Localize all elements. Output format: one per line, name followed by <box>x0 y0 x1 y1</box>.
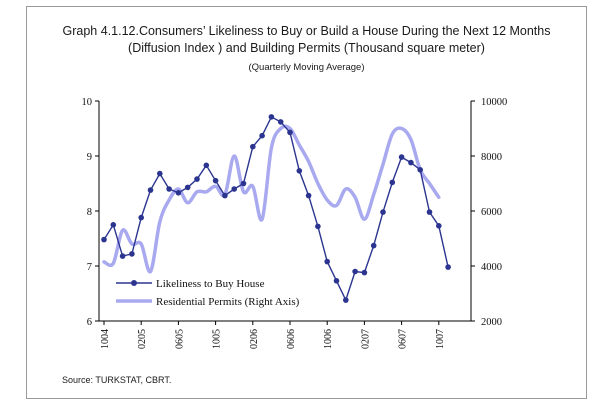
x-tick-label: 0207 <box>360 329 371 349</box>
left-tick-label: 10 <box>82 97 93 108</box>
likeliness-point <box>175 190 182 196</box>
likeliness-point <box>203 162 210 169</box>
likeliness-point <box>333 278 340 284</box>
likeliness-point <box>370 242 377 249</box>
likeliness-point <box>166 186 172 192</box>
right-tick-label: 6000 <box>481 207 502 218</box>
likeliness-point <box>268 114 275 120</box>
legend-label-likeliness: Likeliness to Buy House <box>156 278 265 290</box>
chart-title-line-1: Graph 4.1.12.Consumers’ Likeliness to Bu… <box>62 24 551 38</box>
chart-frame <box>26 6 587 399</box>
likeliness-point <box>436 223 442 229</box>
series-line-residential-permits <box>102 124 441 274</box>
x-tick-label: 1007 <box>435 329 446 349</box>
legend-label-permits: Residential Permits (Right Axis) <box>156 296 300 308</box>
likeliness-point <box>277 119 284 125</box>
permits-layer <box>102 124 441 274</box>
likeliness-point <box>324 258 331 265</box>
likeliness-point <box>231 186 237 192</box>
x-tick-label: 1005 <box>212 329 223 349</box>
likeliness-point <box>408 159 414 166</box>
likeliness-point <box>250 143 256 150</box>
left-tick-label: 8 <box>87 207 92 218</box>
series-line-likeliness <box>103 115 449 302</box>
likeliness-point <box>287 129 293 136</box>
x-tick-label: 0606 <box>286 329 297 349</box>
likeliness-point <box>296 168 303 174</box>
likeliness-point <box>398 154 405 160</box>
axes-group: 6 7 8 9 10 2000 4000 6000 8000 10000 1004 0205 0605 1… <box>82 97 508 349</box>
likeliness-point <box>110 222 117 228</box>
likeliness-point <box>426 209 433 215</box>
likeliness-point <box>184 184 191 191</box>
likeliness-point <box>147 187 154 193</box>
likeliness-point <box>315 223 321 230</box>
likeliness-point <box>445 264 451 270</box>
chart-subtitle: (Quarterly Moving Average) <box>248 62 365 73</box>
right-tick-label: 2000 <box>481 317 502 328</box>
x-tick-label: 0206 <box>249 329 260 349</box>
left-tick-label: 6 <box>87 317 92 328</box>
legend: Likeliness to Buy House Residential Perm… <box>116 278 300 308</box>
likeliness-point <box>361 269 368 276</box>
likeliness-point <box>259 132 265 139</box>
x-tick-label: 0205 <box>137 329 148 349</box>
likeliness-point <box>305 192 312 199</box>
likeliness-point <box>212 177 219 184</box>
legend-marker-likeliness <box>131 280 137 286</box>
left-tick-label: 7 <box>87 262 92 273</box>
likeliness-point <box>101 236 107 243</box>
likeliness-point <box>352 268 358 275</box>
likeliness-point <box>222 192 228 199</box>
likeliness-point <box>417 167 424 173</box>
source-note: Source: TURKSTAT, CBRT. <box>62 375 172 385</box>
likeliness-point <box>380 209 386 215</box>
x-tick-label: 0607 <box>398 329 409 349</box>
x-tick-label: 1006 <box>323 329 334 349</box>
likeliness-point <box>194 176 200 182</box>
right-tick-label: 10000 <box>481 97 507 108</box>
likeliness-point <box>157 170 163 177</box>
x-tick-label: 0605 <box>174 329 185 349</box>
likeliness-point <box>389 179 396 186</box>
likeliness-point <box>240 180 247 187</box>
likeliness-point <box>119 253 126 259</box>
likeliness-layer <box>101 114 451 303</box>
right-tick-label: 4000 <box>481 262 502 273</box>
x-tick-label: 1004 <box>100 329 111 349</box>
right-tick-label: 8000 <box>481 152 502 163</box>
left-tick-label: 9 <box>87 152 92 163</box>
likeliness-point <box>138 214 144 221</box>
likeliness-point <box>343 297 349 303</box>
chart-title-line-2: (Diffusion Index ) and Building Permits … <box>128 41 485 55</box>
likeliness-point <box>129 251 135 257</box>
